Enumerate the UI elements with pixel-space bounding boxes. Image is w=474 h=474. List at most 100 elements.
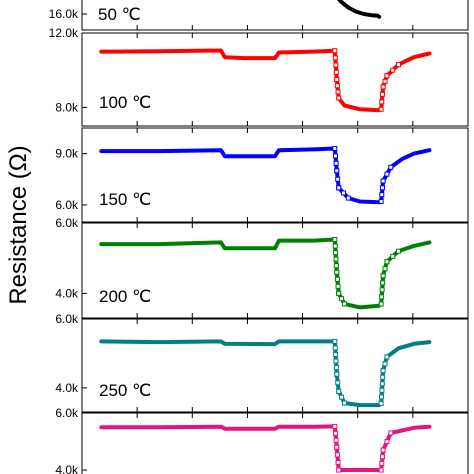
data-point-marker (390, 253, 396, 259)
panel-frame (81, 0, 469, 31)
data-point-marker (396, 248, 402, 254)
data-point-marker (390, 67, 396, 73)
data-point-marker (332, 423, 338, 429)
data-point-marker (379, 91, 385, 97)
data-point-marker (334, 452, 340, 458)
y-tick-label: 4.0k (55, 286, 79, 300)
data-point-marker (384, 439, 390, 445)
data-point-marker (382, 78, 388, 84)
temperature-label: 50 ℃ (98, 5, 141, 24)
data-point-marker (379, 294, 385, 300)
temperature-label: 200 ℃ (99, 287, 151, 306)
data-point-marker (380, 178, 386, 184)
data-point-marker (341, 400, 347, 406)
data-point-marker (379, 394, 385, 400)
data-point-marker (382, 266, 388, 272)
y-tick-label: 9.0k (55, 147, 79, 161)
data-point-marker (335, 459, 341, 465)
data-point-marker (379, 460, 385, 466)
y-tick-label: 4.0k (55, 381, 79, 395)
panel-6: 4.0k 6.0k (55, 406, 469, 474)
data-point-marker (332, 345, 338, 351)
data-point-marker (335, 283, 341, 289)
panel-frame (81, 222, 469, 319)
data-point-marker (341, 190, 347, 196)
data-point-marker (379, 387, 385, 393)
data-point-marker (335, 380, 341, 386)
data-point-marker (334, 77, 340, 82)
data-point-marker (332, 243, 338, 249)
panel-frame (81, 318, 469, 413)
panel-1: 16.0k 50 ℃ (49, 0, 469, 31)
data-point-marker (334, 269, 340, 275)
data-point-marker (336, 388, 342, 394)
data-point-marker (333, 358, 339, 364)
data-point-marker (380, 374, 386, 380)
data-point-marker (339, 394, 345, 400)
data-point-marker (335, 176, 341, 182)
data-point-marker (334, 371, 340, 377)
data-point-marker (333, 365, 339, 371)
temperature-label: 150 ℃ (99, 190, 151, 209)
data-point-marker (396, 62, 402, 68)
panel-4: 4.0k 6.0k 200 ℃ (55, 216, 469, 319)
data-point-marker (384, 171, 390, 177)
y-axis-label: Resistance (Ω) (5, 145, 32, 304)
data-point-marker (333, 69, 339, 75)
y-tick-label: 12.0k (49, 26, 79, 40)
data-point-marker (384, 259, 390, 265)
panel-2: 8.0k 12.0k 100 ℃ (49, 26, 469, 127)
data-point-marker (341, 301, 347, 307)
data-point-marker (333, 351, 339, 357)
data-point-marker (332, 146, 338, 152)
data-point-marker (384, 73, 390, 79)
series-line (337, 0, 382, 19)
data-point-marker (336, 467, 342, 473)
data-point-marker (332, 237, 338, 243)
data-point-marker (336, 185, 342, 191)
data-point-marker (334, 83, 340, 89)
panel-5: 4.0k 6.0k 250 ℃ (55, 312, 469, 413)
data-point-marker (384, 354, 390, 360)
temperature-label: 250 ℃ (99, 381, 151, 400)
panel-3: 6.0k 9.0k 150 ℃ (55, 127, 469, 223)
data-point-marker (379, 454, 385, 460)
data-point-marker (345, 195, 351, 201)
data-point-marker (380, 368, 386, 374)
data-point-marker (382, 361, 388, 367)
data-point-marker (334, 444, 340, 450)
data-point-marker (333, 263, 339, 269)
y-tick-label: 6.0k (55, 198, 79, 212)
y-tick-label: 6.0k (55, 406, 79, 420)
data-point-marker (378, 467, 384, 473)
y-tick-label: 6.0k (55, 312, 79, 326)
data-point-marker (378, 400, 384, 406)
panel-frame (81, 412, 469, 474)
data-point-marker (335, 89, 341, 95)
data-point-marker (333, 250, 339, 256)
data-point-marker (379, 185, 385, 191)
data-point-marker (334, 168, 340, 174)
data-point-marker (336, 95, 342, 101)
data-point-marker (380, 273, 386, 279)
panel-frame (81, 32, 469, 127)
data-point-marker (378, 106, 384, 112)
panel-frame (81, 127, 469, 223)
data-point-marker (336, 290, 342, 296)
data-point-marker (388, 430, 394, 436)
data-point-marker (380, 447, 386, 453)
y-tick-label: 4.0k (55, 463, 79, 474)
data-point-marker (332, 48, 338, 54)
data-point-marker (378, 301, 384, 307)
data-point-marker (333, 62, 339, 68)
data-point-marker (332, 430, 338, 436)
y-tick-label: 8.0k (55, 100, 79, 114)
data-point-marker (380, 280, 386, 286)
data-point-marker (379, 192, 385, 198)
data-point-marker (334, 276, 340, 282)
data-point-marker (380, 84, 386, 90)
panels: 16.0k 50 ℃ 8.0k 12.0k 100 ℃ 6.0k 9.0k 150 ℃ 4.0k… (49, 0, 469, 474)
data-point-marker (378, 198, 384, 204)
temperature-label: 100 ℃ (99, 93, 151, 112)
